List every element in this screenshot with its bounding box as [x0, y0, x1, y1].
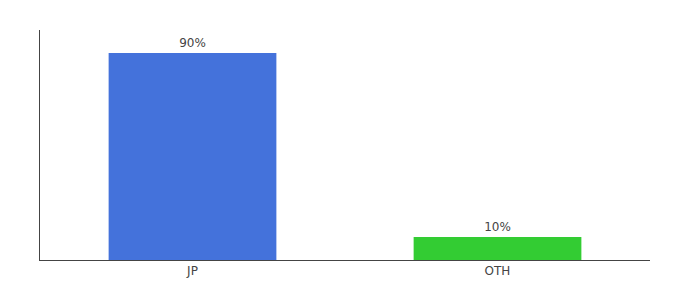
svg-text:OTH: OTH — [485, 264, 511, 278]
svg-text:10%: 10% — [484, 220, 511, 234]
svg-text:JP: JP — [186, 264, 198, 278]
svg-text:90%: 90% — [179, 36, 206, 50]
